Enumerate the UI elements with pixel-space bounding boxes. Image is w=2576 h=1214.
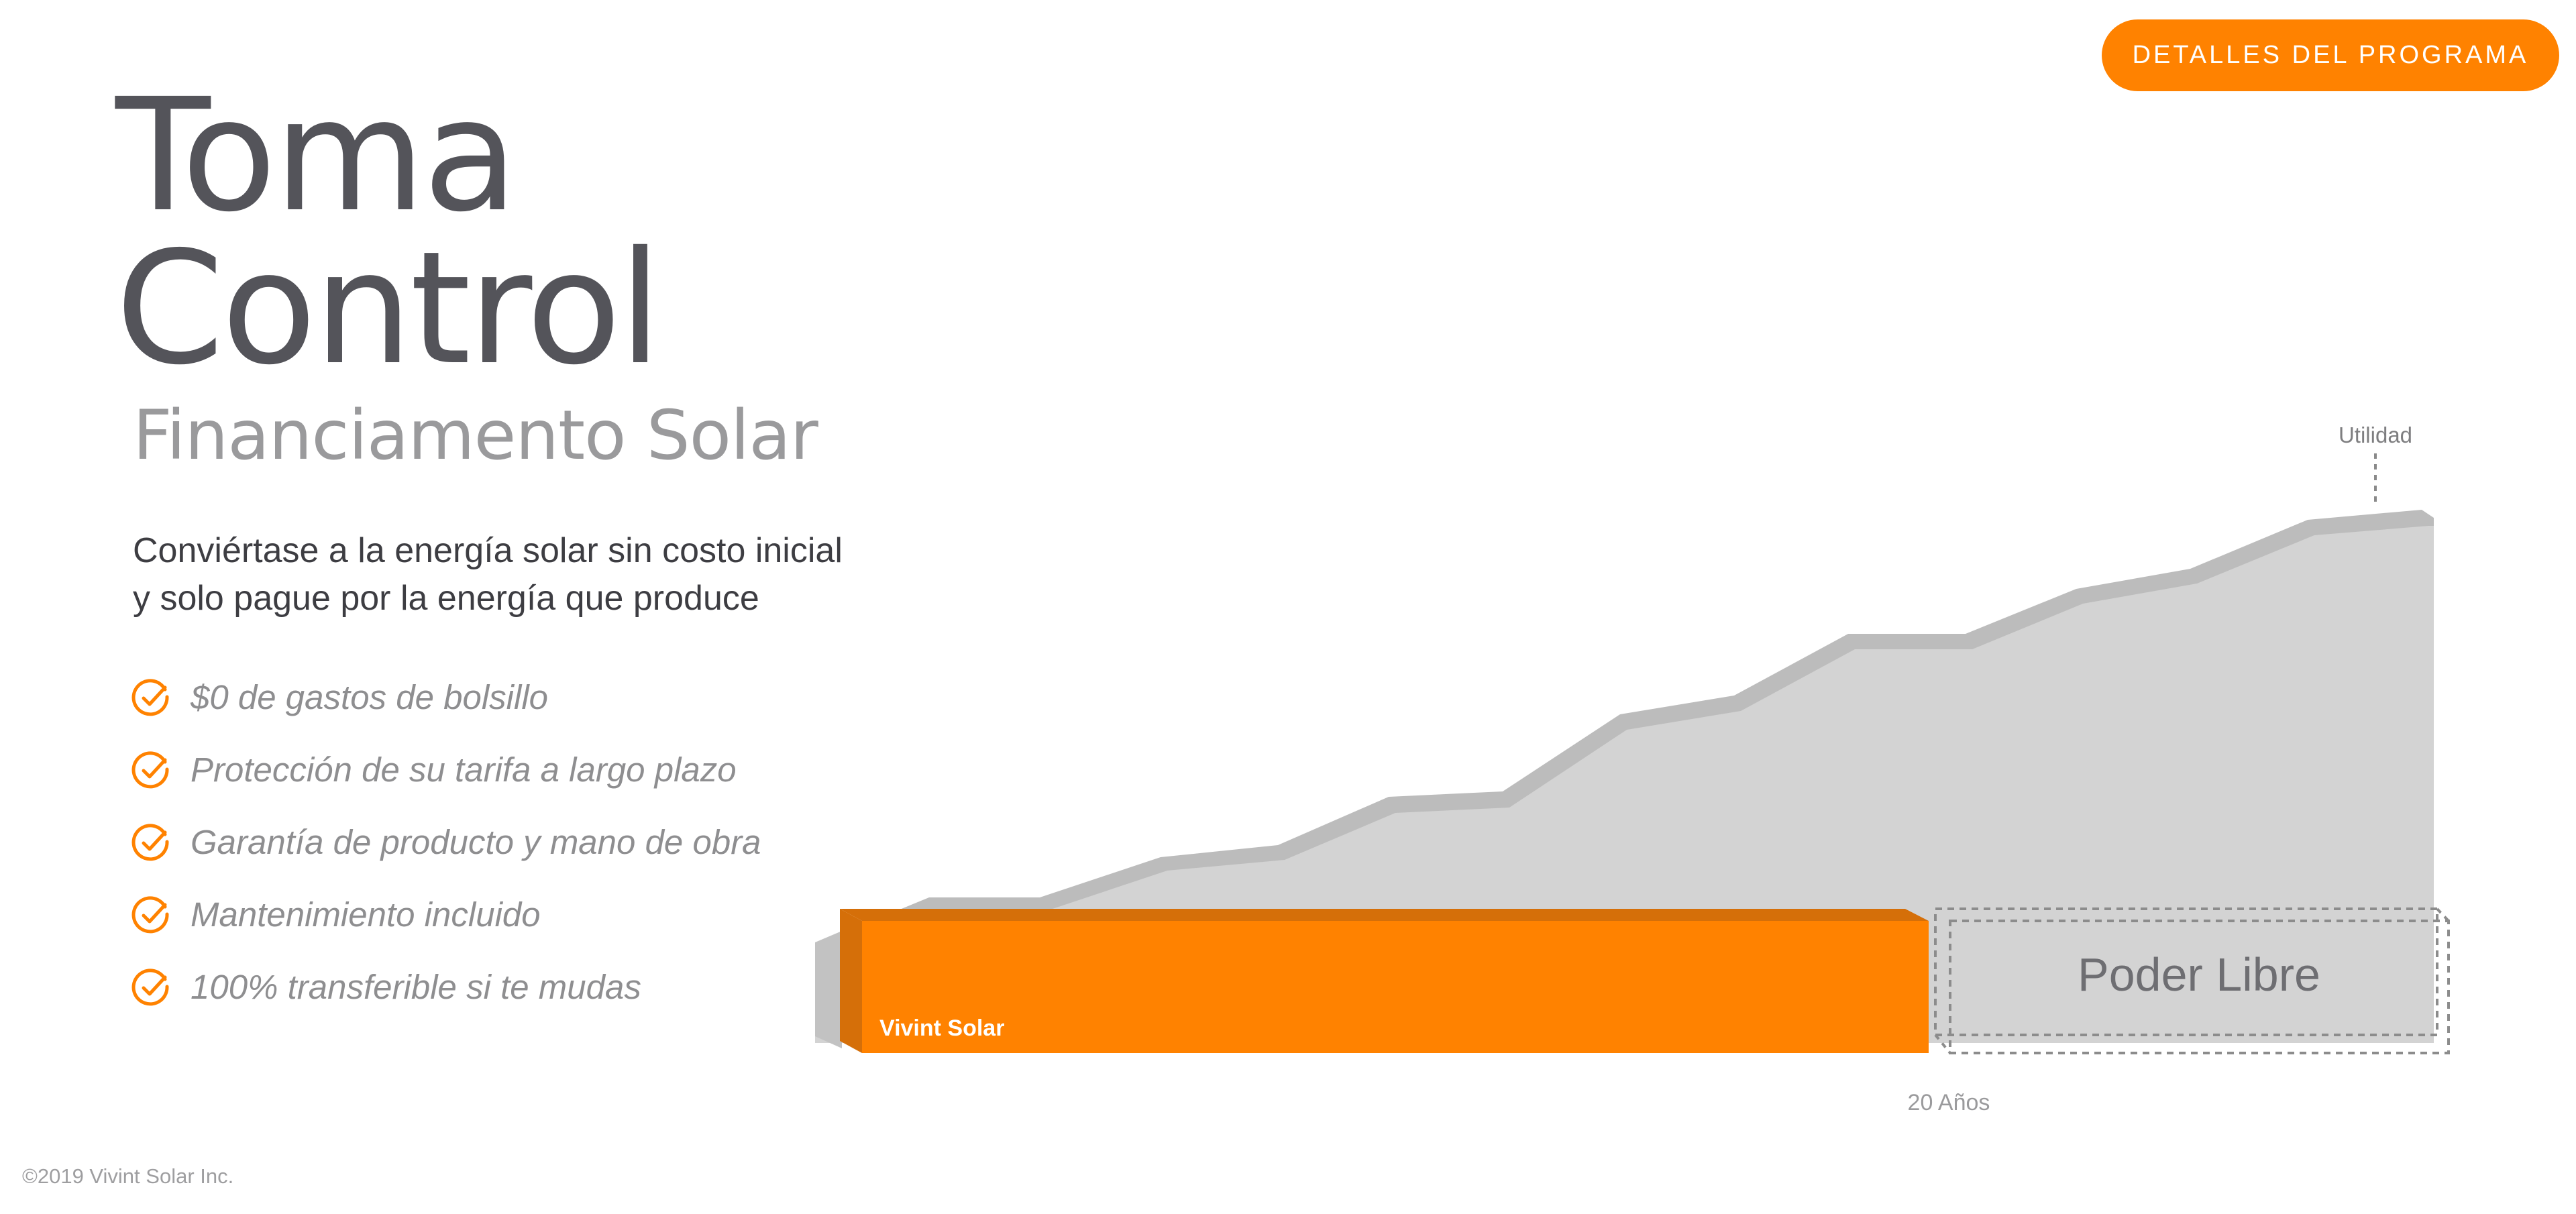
benefit-label: Garantía de producto y mano de obra [191, 823, 761, 861]
page-title: Toma Control [115, 65, 662, 399]
utility-label: Utilidad [2339, 423, 2412, 447]
check-circle-icon [131, 896, 169, 934]
title-line-2: Control [115, 218, 662, 399]
page-subtitle: Financiamento Solar [133, 396, 818, 476]
vivint-bar [862, 921, 1929, 1053]
vivint-label: Vivint Solar [879, 1015, 1004, 1041]
free-power-label: Poder Libre [2078, 948, 2320, 1001]
free-power-box-edge [2436, 907, 2450, 922]
check-circle-icon [131, 824, 169, 861]
vivint-bar-side [840, 909, 862, 1053]
benefit-label: 100% transferible si te mudas [191, 968, 641, 1006]
vivint-bar-top [840, 909, 1929, 921]
check-circle-icon [131, 969, 169, 1006]
description: Conviértase a la energía solar sin costo… [133, 527, 951, 622]
benefit-label: Protección de su tarifa a largo plazo [191, 751, 737, 789]
benefit-label: Mantenimiento incluido [191, 895, 541, 934]
title-line-1: Toma [115, 65, 518, 246]
check-circle-icon [131, 679, 169, 716]
copyright: ©2019 Vivint Solar Inc. [22, 1164, 234, 1188]
program-details-button[interactable]: DETALLES DEL PROGRAMA [2102, 19, 2559, 91]
description-line-2: y solo pague por la energía que produce [133, 579, 759, 618]
check-circle-icon [131, 751, 169, 789]
utility-area-side [815, 931, 842, 1048]
benefit-label: $0 de gastos de bolsillo [191, 678, 549, 716]
description-line-1: Conviértase a la energía solar sin costo… [133, 531, 843, 570]
years-label: 20 Años [1908, 1090, 1990, 1115]
free-power-box-edge [1934, 1034, 1951, 1054]
